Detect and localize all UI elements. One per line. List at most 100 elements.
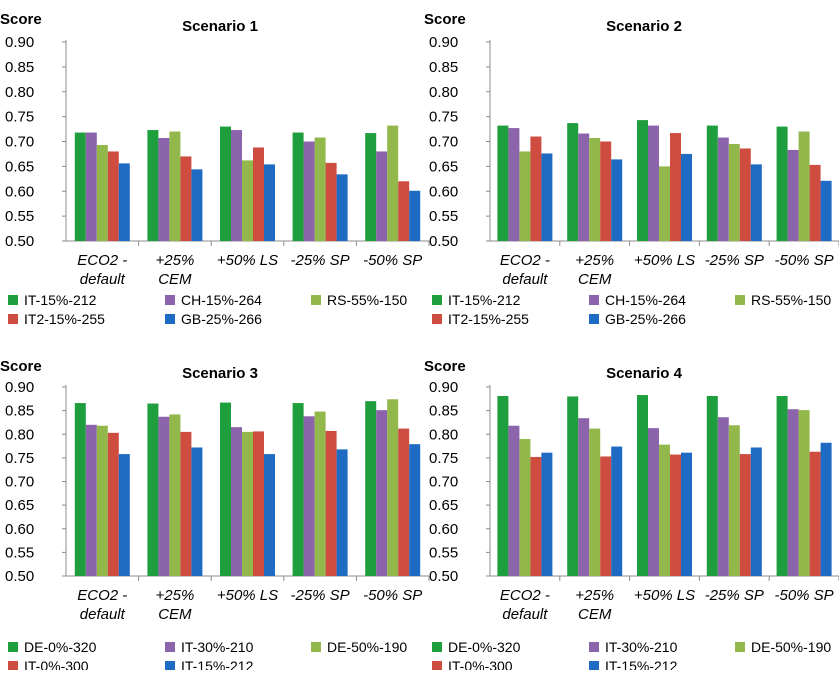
legend-entry: IT2-15%-255 — [448, 311, 529, 327]
bar-ch-15-264 — [158, 138, 170, 241]
y-tick-label: 0.85 — [429, 403, 458, 420]
bar-it-30-210 — [231, 427, 242, 576]
bar-it-15-212 — [637, 120, 648, 241]
legend-entry: IT-15%-212 — [181, 658, 254, 670]
chart-title: Scenario 4 — [606, 365, 683, 382]
legend-entry: RS-55%-150 — [751, 292, 831, 308]
chart-panel-2: Score Scenario 2 0.90 0.85 0.80 0.75 0.70 0.65 0… — [424, 11, 839, 327]
bar-it-0-300 — [739, 454, 751, 576]
y-tick-label: 0.80 — [5, 426, 34, 443]
bar-de-50-190 — [659, 444, 670, 576]
bar-ch-15-264 — [303, 141, 315, 241]
bar-gb-25-266 — [541, 153, 553, 241]
bar-gb-25-266 — [336, 174, 348, 241]
bar-it2-15-255 — [107, 151, 119, 241]
x-tick-label: +25% — [575, 587, 614, 604]
bar-it-30-210 — [787, 409, 799, 576]
bar-de-50-190 — [798, 410, 810, 576]
x-tick-label: -25% SP — [290, 587, 349, 604]
chart-title: Scenario 2 — [606, 18, 682, 35]
bar-it-30-210 — [648, 428, 659, 576]
chart-title: Scenario 1 — [182, 18, 258, 35]
y-tick-label: 0.75 — [429, 450, 458, 467]
legend-swatch — [8, 295, 18, 305]
bar-de-50-190 — [242, 431, 253, 576]
legend-swatch — [432, 295, 442, 305]
bar-de-0-320 — [74, 403, 86, 576]
y-tick-label: 0.60 — [5, 521, 34, 538]
bar-rs-55-150 — [96, 144, 108, 241]
y-axis-label: Score — [0, 358, 42, 375]
bar-it-15-212 — [681, 452, 692, 576]
bar-it-15-212 — [567, 123, 579, 241]
bar-it-0-300 — [398, 428, 410, 576]
legend-entry: DE-50%-190 — [751, 639, 831, 655]
legend-swatch — [589, 295, 599, 305]
bar-it2-15-255 — [530, 136, 542, 241]
legend-swatch — [432, 642, 442, 652]
x-tick-label: +50% LS — [634, 587, 695, 604]
bar-it-30-210 — [85, 424, 97, 576]
x-tick-label: CEM — [158, 271, 192, 288]
y-tick-label: 0.60 — [429, 183, 458, 200]
bar-it-30-210 — [508, 425, 520, 576]
bar-de-0-320 — [365, 401, 377, 576]
bar-gb-25-266 — [118, 163, 130, 241]
legend-swatch — [165, 314, 175, 324]
legend-entry: IT-15%-212 — [24, 292, 97, 308]
y-tick-label: 0.70 — [429, 474, 458, 491]
bar-ch-15-264 — [376, 151, 388, 241]
legend-swatch — [165, 295, 175, 305]
bar-gb-25-266 — [750, 164, 762, 241]
bar-ch-15-264 — [717, 137, 729, 241]
bar-it-15-212 — [118, 454, 130, 576]
y-tick-label: 0.65 — [5, 158, 34, 175]
y-tick-label: 0.80 — [5, 84, 34, 101]
x-tick-label: default — [502, 271, 548, 288]
x-tick-label: +25% — [156, 252, 195, 269]
y-axis-label: Score — [424, 11, 466, 28]
bar-it2-15-255 — [670, 133, 681, 241]
bar-it2-15-255 — [600, 141, 612, 241]
x-tick-label: -25% SP — [705, 252, 764, 269]
bar-gb-25-266 — [820, 180, 832, 241]
legend-swatch — [735, 295, 745, 305]
bar-gb-25-266 — [191, 169, 203, 241]
bar-rs-55-150 — [314, 137, 326, 241]
bar-de-50-190 — [387, 399, 399, 576]
legend-entry: GB-25%-266 — [181, 311, 262, 327]
legend-swatch — [165, 661, 175, 671]
x-tick-label: -50% SP — [363, 252, 422, 269]
x-tick-label: default — [80, 271, 126, 288]
bar-rs-55-150 — [242, 160, 253, 241]
x-tick-label: CEM — [578, 606, 612, 623]
bar-it-0-300 — [107, 432, 119, 576]
bar-it-30-210 — [578, 418, 590, 576]
x-tick-label: default — [502, 606, 548, 623]
legend-entry: DE-0%-320 — [24, 639, 97, 655]
bar-it-15-212 — [706, 125, 718, 241]
bar-de-50-190 — [728, 425, 740, 576]
bar-de-50-190 — [314, 411, 326, 576]
bar-it-30-210 — [158, 416, 170, 576]
y-tick-label: 0.75 — [5, 109, 34, 126]
legend-swatch — [589, 314, 599, 324]
legend-swatch — [8, 661, 18, 671]
bar-de-50-190 — [96, 425, 108, 576]
bar-it-15-212 — [147, 130, 159, 241]
bar-rs-55-150 — [169, 131, 181, 241]
legend-swatch — [8, 314, 18, 324]
x-tick-label: -50% SP — [774, 252, 833, 269]
bar-de-0-320 — [567, 396, 579, 576]
x-tick-label: +50% LS — [217, 587, 278, 604]
x-tick-label: -25% SP — [290, 252, 349, 269]
x-tick-label: -50% SP — [363, 587, 422, 604]
y-tick-label: 0.55 — [429, 544, 458, 561]
bar-ch-15-264 — [508, 128, 520, 241]
legend-entry: DE-0%-320 — [448, 639, 521, 655]
y-tick-label: 0.50 — [5, 568, 34, 585]
legend-swatch — [8, 642, 18, 652]
x-tick-label: +50% LS — [634, 252, 695, 269]
y-tick-label: 0.90 — [5, 379, 34, 396]
